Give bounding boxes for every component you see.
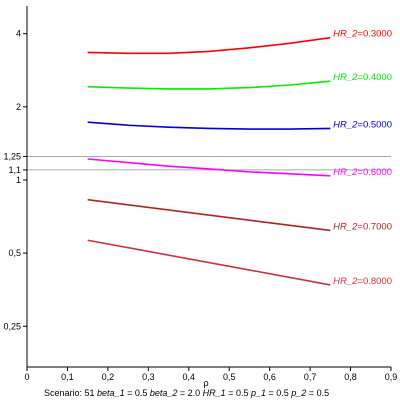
series-line bbox=[87, 80, 331, 90]
parameter-name: beta_2 bbox=[150, 388, 178, 398]
y-tick-label: 1,25 bbox=[3, 151, 21, 161]
series-line bbox=[87, 36, 331, 55]
x-tick-label: 0,3 bbox=[142, 372, 155, 382]
axes bbox=[26, 6, 391, 368]
series-label: HR_2=0.8000 bbox=[333, 276, 392, 287]
x-tick-label: 0,5 bbox=[223, 372, 236, 382]
series-label-variable: HR_2 bbox=[333, 167, 358, 178]
x-tick-label: 0,9 bbox=[385, 372, 398, 382]
x-axis-ticks: 0 0,1 0,2 0,3 0,4 0,5 0,6 0,7 0,8 0,9 bbox=[24, 367, 397, 382]
series-label: HR_2=0.4000 bbox=[333, 72, 392, 83]
y-tick-label: 1 bbox=[16, 175, 21, 185]
series-label-variable: HR_2 bbox=[333, 29, 358, 40]
series-label-value: =0.7000 bbox=[357, 221, 392, 232]
series-label-value: =0.8000 bbox=[357, 276, 392, 287]
footer-parameters: Scenario: 51 beta_1 = 0.5 beta_2 = 2.0 H… bbox=[44, 388, 329, 398]
x-tick-label: 0,1 bbox=[61, 372, 74, 382]
parameter-name: HR_1 bbox=[203, 388, 226, 398]
x-tick-label: 0,8 bbox=[344, 372, 357, 382]
x-tick-label: 0,7 bbox=[304, 372, 317, 382]
x-tick-label: 0,6 bbox=[263, 372, 276, 382]
series-labels: HR_2=0.3000HR_2=0.4000HR_2=0.5000HR_2=0.… bbox=[333, 29, 392, 287]
series-label: HR_2=0.5000 bbox=[333, 119, 392, 130]
x-tick-label: 0,2 bbox=[102, 372, 115, 382]
parameter-value: = 0.5 bbox=[226, 388, 251, 398]
y-tick-label: 1,1 bbox=[8, 165, 21, 175]
parameter-name: p_1 bbox=[250, 388, 266, 398]
parameter-value: = 0.5 bbox=[125, 388, 150, 398]
series-label: HR_2=0.6000 bbox=[333, 167, 392, 178]
scenario-label: Scenario: 51 bbox=[44, 388, 97, 398]
series-label-value: =0.3000 bbox=[357, 29, 392, 40]
series-label-value: =0.6000 bbox=[357, 167, 392, 178]
y-tick-label: 0,25 bbox=[3, 321, 21, 331]
parameter-value: = 0.5 bbox=[306, 388, 329, 398]
series-line bbox=[87, 239, 331, 286]
series-line bbox=[87, 158, 331, 177]
series-label-variable: HR_2 bbox=[333, 72, 358, 83]
series-label-variable: HR_2 bbox=[333, 221, 358, 232]
series-line bbox=[87, 121, 331, 130]
series-label: HR_2=0.3000 bbox=[333, 29, 392, 40]
series-label-variable: HR_2 bbox=[333, 119, 358, 130]
series-line bbox=[87, 198, 331, 232]
x-tick-label: 0,4 bbox=[183, 372, 196, 382]
y-tick-label: 4 bbox=[16, 29, 21, 39]
parameter-value: = 2.0 bbox=[177, 388, 202, 398]
parameter-value: = 0.5 bbox=[266, 388, 291, 398]
x-axis-label: ρ bbox=[203, 378, 208, 388]
y-tick-label: 0,5 bbox=[8, 248, 21, 258]
series-label-variable: HR_2 bbox=[333, 276, 358, 287]
parameter-name: beta_1 bbox=[97, 388, 125, 398]
series-label-value: =0.5000 bbox=[357, 119, 392, 130]
series-lines bbox=[87, 36, 331, 286]
y-axis-ticks: 0,25 0,5 11,1 1,25 2 4 bbox=[3, 29, 27, 331]
y-tick-label: 2 bbox=[16, 102, 21, 112]
parameter-name: p_2 bbox=[290, 388, 306, 398]
x-tick-label: 0 bbox=[24, 372, 29, 382]
series-label: HR_2=0.7000 bbox=[333, 221, 392, 232]
reference-lines bbox=[27, 155, 391, 171]
series-label-value: =0.4000 bbox=[357, 72, 392, 83]
